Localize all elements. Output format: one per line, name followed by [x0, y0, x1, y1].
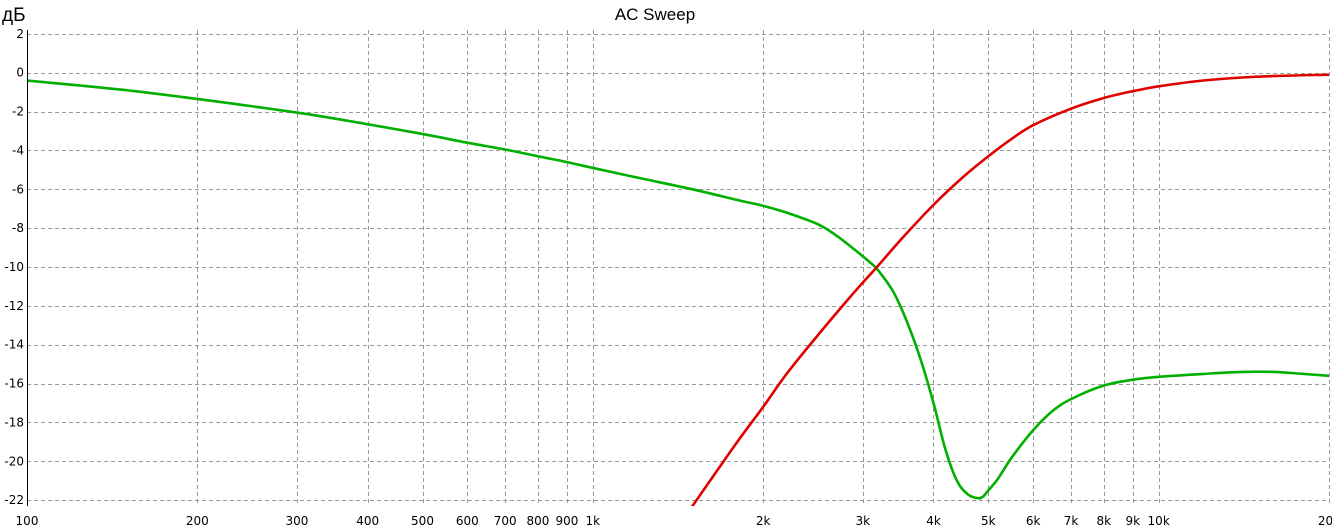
x-tick-label: 4k [926, 514, 941, 528]
y-tick-label: -4 [12, 143, 24, 157]
x-tick-label: 200 [186, 514, 209, 528]
y-tick-label: -16 [4, 377, 24, 391]
series-line-2 [691, 73, 1329, 506]
x-tick-label: 7k [1064, 514, 1079, 528]
x-tick-label: 100 [16, 514, 39, 528]
y-tick-label: -14 [4, 338, 24, 352]
y-tick-label: -12 [4, 299, 24, 313]
y-tick-label: -22 [4, 493, 24, 507]
y-tick-label: 2 [16, 27, 24, 41]
y-tick-label: -8 [12, 221, 24, 235]
x-tick-label: 500 [411, 514, 434, 528]
x-tick-label: 5k [981, 514, 996, 528]
x-tick-label: 8k [1097, 514, 1112, 528]
x-tick-label: 3k [856, 514, 871, 528]
y-tick-label: 0 [16, 66, 24, 80]
y-tick-label: -6 [12, 182, 24, 196]
x-tick-label: 10k [1148, 514, 1170, 528]
grid-lines [27, 30, 1330, 506]
x-tick-label: 600 [456, 514, 479, 528]
series-layer [27, 73, 1329, 506]
y-tick-label: -18 [4, 415, 24, 429]
chart-title: AC Sweep [615, 5, 695, 24]
x-tick-label: 700 [494, 514, 517, 528]
x-tick-label: 400 [356, 514, 379, 528]
y-axis-unit-label: дБ [2, 5, 26, 26]
y-tick-label: -20 [4, 454, 24, 468]
x-tick-label: 20k [1318, 514, 1332, 528]
x-tick-label: 300 [286, 514, 309, 528]
y-tick-label: -2 [12, 105, 24, 119]
x-tick-label: 9k [1125, 514, 1140, 528]
tick-labels: 100 200 300 400 500 600 700 800 900 1k 2k 3k 4k 5k 6k 7… [4, 27, 1332, 528]
series-line-1 [27, 79, 1329, 500]
x-tick-label: 1k [586, 514, 601, 528]
x-tick-label: 900 [555, 514, 578, 528]
x-tick-label: 2k [756, 514, 771, 528]
y-tick-label: -10 [4, 260, 24, 274]
x-tick-label: 6k [1026, 514, 1041, 528]
x-tick-label: 800 [527, 514, 550, 528]
